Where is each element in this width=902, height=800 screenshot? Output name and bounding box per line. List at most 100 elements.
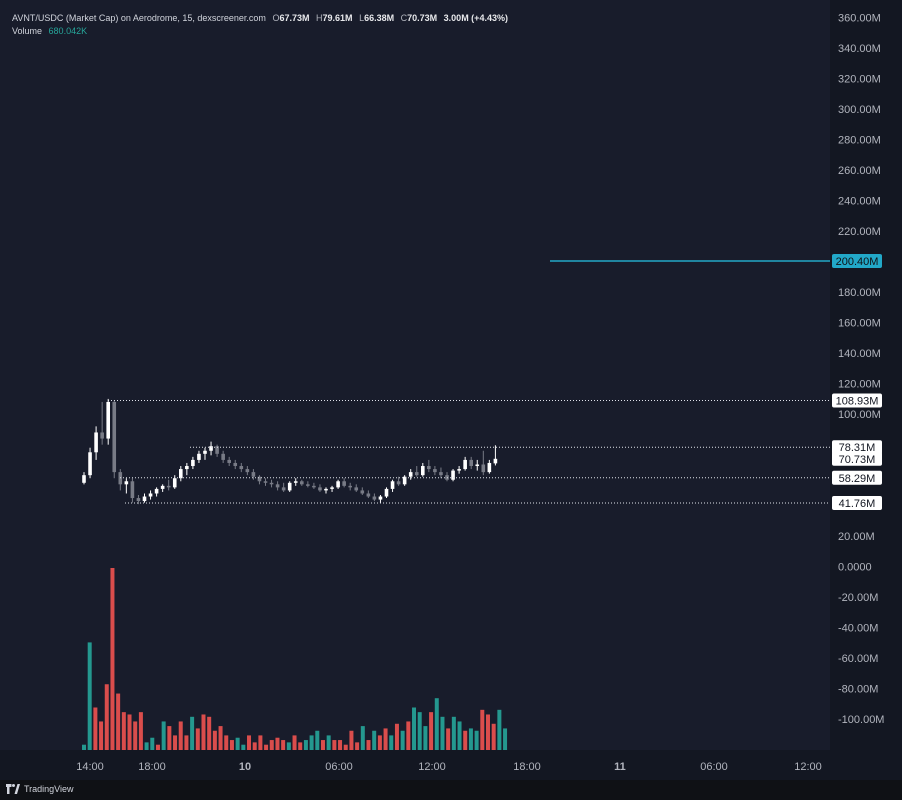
volume-bar: [366, 740, 371, 750]
candle-body: [136, 498, 141, 502]
price-tick-label: 280.00M: [838, 135, 881, 147]
price-tag-label: 200.40M: [836, 256, 879, 268]
price-axis[interactable]: 360.00M 340.00M 320.00M 300.00M 280.00M 260.0…: [830, 0, 902, 750]
candle-body: [427, 466, 431, 470]
candle-body: [487, 462, 492, 473]
candle-body: [402, 476, 407, 485]
candle-body: [197, 453, 201, 460]
price-tick-label: 300.00M: [838, 104, 881, 116]
candle-body: [457, 469, 461, 471]
candle-body: [245, 469, 250, 473]
volume-bar: [406, 721, 411, 750]
candle-body: [154, 488, 159, 494]
high-label: H: [316, 13, 323, 23]
tradingview-brand: TradingView: [24, 784, 74, 794]
volume-bar: [87, 642, 92, 750]
time-axis[interactable]: 14:00 18:00 10 06:00 12:00 18:00 11 06:00 12:00: [0, 750, 902, 780]
price-tag-label: 58.29M: [839, 473, 876, 485]
candle-body: [209, 446, 213, 451]
price-tick-label: -100.00M: [838, 714, 884, 726]
candle-body: [215, 446, 219, 454]
price-tag-box: [832, 393, 882, 408]
volume-bar: [104, 684, 109, 750]
volume-bar: [269, 740, 274, 750]
volume-bar: [133, 721, 138, 750]
candle-body: [106, 401, 110, 439]
volume-bar: [155, 744, 160, 750]
volume-bar: [247, 735, 252, 750]
candle-body: [263, 481, 268, 483]
volume-bar: [195, 728, 200, 750]
volume-bar: [412, 707, 417, 750]
volume-bar: [377, 735, 382, 750]
candle-body: [421, 466, 425, 476]
open-label: O: [272, 13, 280, 23]
tradingview-logo[interactable]: TradingView: [6, 784, 74, 794]
volume-bar: [434, 698, 439, 750]
volume-bar: [457, 721, 462, 750]
candle-body: [100, 432, 104, 439]
price-tick-label: 260.00M: [838, 165, 881, 177]
candle-body: [318, 487, 322, 491]
candle-body: [433, 469, 437, 473]
candle-body: [257, 476, 262, 482]
volume-bar: [235, 737, 240, 750]
volume-bar: [326, 735, 331, 750]
chart-plot[interactable]: [0, 0, 830, 750]
candle-body: [179, 469, 183, 479]
price-tick-label: 320.00M: [838, 74, 881, 86]
volume-bar: [303, 740, 308, 750]
low-label: L: [359, 13, 365, 23]
volume-bar: [252, 742, 257, 750]
volume-bar: [400, 730, 405, 750]
volume-bar: [468, 728, 473, 750]
candle-body: [166, 485, 171, 488]
candle-body: [439, 472, 443, 476]
chart-area[interactable]: AVNT/USDC (Market Cap) on Aerodrome, 15,…: [0, 0, 830, 750]
candle-body: [239, 466, 244, 470]
volume-bar: [161, 721, 166, 750]
time-tick-label: 10: [239, 761, 251, 773]
volume-bar: [394, 723, 399, 750]
price-tick-label: -80.00M: [838, 684, 878, 696]
price-tag-label: 41.76M: [839, 498, 876, 510]
volume-bar: [360, 726, 365, 750]
price-tick-label: 0.0000: [838, 562, 872, 574]
volume-bar: [224, 735, 229, 750]
candle-body: [372, 496, 377, 500]
candle-body: [348, 485, 352, 488]
candle-body: [360, 490, 365, 494]
volume-bar: [207, 716, 212, 750]
candle-body: [481, 464, 486, 473]
candle-body: [112, 401, 117, 473]
price-tag-label: 70.73M: [839, 454, 876, 466]
chart-legend: AVNT/USDC (Market Cap) on Aerodrome, 15,…: [12, 12, 508, 38]
volume-bar: [178, 721, 183, 750]
volume-bar: [212, 730, 217, 750]
price-tick-label: -60.00M: [838, 653, 878, 665]
low-value: 66.38M: [364, 13, 395, 23]
price-tag-box: [832, 440, 882, 455]
candle-body: [396, 481, 401, 485]
time-tick-label: 11: [614, 761, 626, 773]
price-tag-label: 78.31M: [839, 442, 876, 454]
time-tick-label: 12:00: [794, 761, 822, 773]
candle-body: [221, 453, 225, 460]
volume-bar: [355, 742, 360, 750]
price-tag-box: [832, 470, 882, 485]
candle-body: [275, 484, 280, 488]
volume-bar: [423, 726, 428, 750]
price-tick-label: 160.00M: [838, 318, 881, 330]
volume-bar: [218, 726, 223, 750]
tradingview-logo-icon: [6, 784, 20, 794]
volume-bar: [167, 726, 172, 750]
candle-body: [124, 481, 129, 485]
change-value: 3.00M (+4.43%): [443, 13, 508, 23]
volume-bar: [338, 740, 343, 750]
volume-bar: [281, 740, 286, 750]
volume-bar: [150, 737, 155, 750]
price-tick-label: 340.00M: [838, 43, 881, 55]
candle-body: [94, 432, 98, 453]
volume-bar: [190, 716, 195, 750]
price-tag-box: [832, 254, 882, 269]
